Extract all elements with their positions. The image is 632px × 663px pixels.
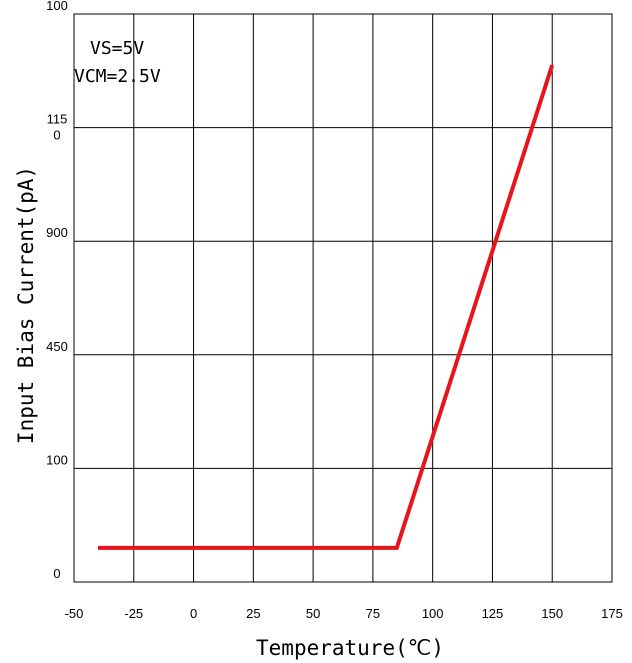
series-group — [97, 64, 555, 550]
x-tick-label: 100 — [422, 606, 444, 621]
y-tick-label: 0 — [53, 566, 60, 581]
x-axis-title: Temperature(℃) — [256, 636, 444, 660]
annotation-vs: VS=5V — [90, 38, 144, 59]
x-tick-label: 125 — [482, 606, 504, 621]
x-tick-labels: -50 -25 0 25 50 75 100 125 150 175 — [65, 606, 623, 621]
x-tick-label: 175 — [601, 606, 623, 621]
y-tick-labels: 0 100 450 900 115 0 100 — [46, 0, 68, 581]
x-tick-label: 150 — [541, 606, 563, 621]
y-tick-label: 100 — [46, 0, 68, 13]
x-tick-label: 50 — [306, 606, 320, 621]
x-tick-label: -50 — [65, 606, 84, 621]
annotation-vcm: VCM=2.5V — [74, 66, 161, 87]
x-tick-label: -25 — [124, 606, 143, 621]
y-axis-title: Input Bias Current(pA) — [14, 166, 38, 444]
series-line — [97, 64, 555, 550]
y-tick-label: 900 — [46, 225, 68, 240]
y-tick-label: 100 — [46, 452, 68, 467]
x-tick-label: 25 — [246, 606, 260, 621]
x-tick-label: 0 — [190, 606, 197, 621]
y-tick-label: 115 0 — [47, 112, 68, 143]
y-tick-label: 450 — [46, 339, 68, 354]
gridlines — [74, 14, 612, 582]
plot-frame — [73, 13, 613, 583]
x-tick-label: 75 — [366, 606, 380, 621]
